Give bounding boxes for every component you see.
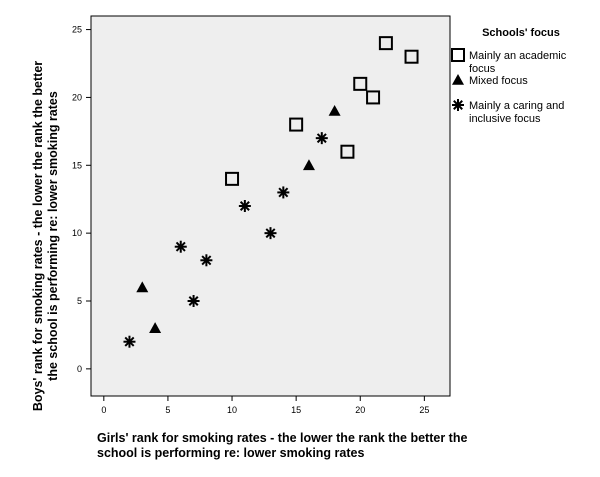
y-tick-label: 10 [72,228,82,238]
y-axis-label-line: the school is performing re: lower smoki… [46,91,60,381]
legend-label: Mainly a caring and [469,100,564,112]
legend-title: Schools' focus [482,27,560,39]
data-point-asterisk [187,295,200,307]
data-point-filled-triangle [328,105,341,116]
x-tick-label: 20 [355,405,365,415]
x-tick-label: 0 [101,405,106,415]
data-point-open-square [404,49,419,64]
asterisk-stroke [124,336,135,347]
legend-label: Mixed focus [469,75,528,87]
asterisk-stroke [239,201,250,211]
legend: Schools' focus Mainly an academicfocusMix… [451,27,567,125]
data-point-asterisk [264,227,277,240]
asterisk-stroke [316,133,327,144]
legend-label: inclusive focus [469,113,541,125]
data-point-open-square [353,76,368,91]
data-point-open-square [366,90,381,105]
asterisk-stroke [188,296,199,306]
asterisk-stroke [175,241,186,252]
data-points [123,36,419,348]
legend-marker-open-square [451,48,465,62]
asterisk-stroke [265,228,276,239]
data-point-asterisk [238,200,251,212]
data-point-open-square [340,144,355,159]
x-axis-label-line: Girls' rank for smoking rates - the lowe… [97,431,467,445]
legend-marker-asterisk [452,99,464,111]
x-tick-label: 5 [165,405,170,415]
x-tick-label: 10 [227,405,237,415]
asterisk-stroke [201,255,212,266]
data-point-asterisk [174,240,187,253]
x-axis-label: Girls' rank for smoking rates - the lowe… [97,431,467,460]
plot-area [90,15,451,397]
legend-label: Mainly an academic [469,50,567,62]
data-point-asterisk [200,254,213,267]
y-tick-label: 0 [77,364,82,374]
asterisk-stroke [278,187,289,198]
legend-item: Mixed focus [452,74,528,87]
y-axis-label: Boys' rank for smoking rates - the lower… [31,61,60,411]
y-tick-label: 20 [72,92,82,102]
data-point-open-square [225,171,240,186]
data-point-asterisk [277,186,290,199]
data-point-filled-triangle [136,281,149,293]
data-point-open-square [378,36,393,51]
axes: 0 5 10 15 20 25 0 5 10 15 20 25 [72,25,429,415]
data-point-open-square [289,117,304,132]
x-tick-label: 15 [291,405,301,415]
data-point-asterisk [123,335,136,348]
data-point-filled-triangle [149,322,162,333]
x-tick-label: 25 [419,405,429,415]
x-axis-label-line: school is performing re: lower smoking r… [97,446,364,460]
y-tick-label: 5 [77,296,82,306]
legend-marker-filled-triangle [452,74,464,85]
data-point-asterisk [315,132,328,145]
legend-label: focus [469,63,496,75]
y-axis-label-line: Boys' rank for smoking rates - the lower… [31,61,45,411]
y-tick-label: 25 [72,25,82,35]
asterisk-stroke [453,100,463,110]
data-point-filled-triangle [302,159,315,171]
y-tick-label: 15 [72,160,82,170]
